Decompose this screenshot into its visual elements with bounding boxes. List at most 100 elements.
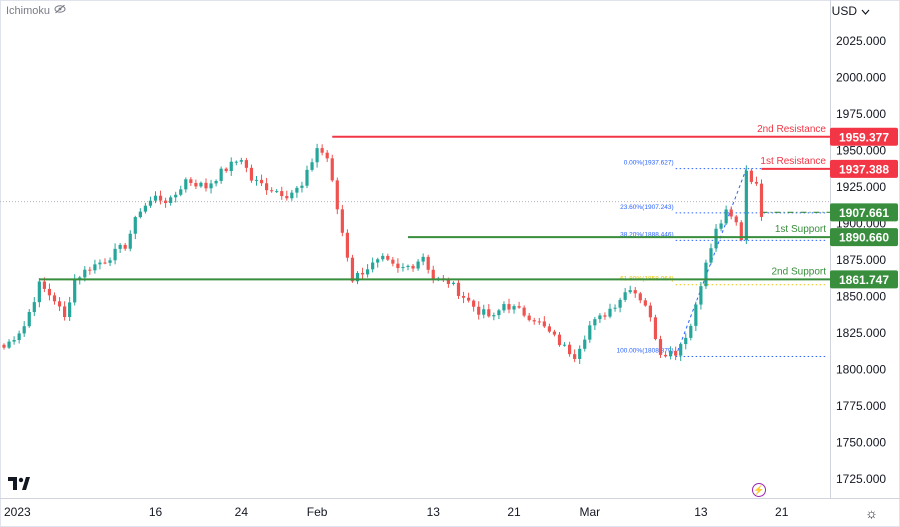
eye-slash-icon[interactable] — [54, 4, 66, 17]
candle — [32, 297, 36, 317]
candle-body — [73, 278, 77, 303]
candle — [108, 257, 112, 267]
price-tick-label: 2000.000 — [836, 71, 886, 85]
candle — [209, 179, 213, 194]
candle — [537, 317, 541, 325]
time-tick-label: 16 — [149, 505, 163, 519]
candle-body — [643, 300, 647, 306]
candle-body — [153, 195, 158, 201]
candle — [224, 167, 228, 173]
candle — [729, 206, 733, 220]
candle — [366, 264, 370, 278]
candle — [148, 196, 153, 208]
candle — [709, 243, 713, 265]
candle-body — [573, 354, 577, 359]
candle-body — [487, 309, 491, 317]
candle — [759, 179, 764, 221]
candle — [270, 187, 274, 193]
gear-icon[interactable]: ☼ — [865, 505, 878, 521]
candle-body — [638, 293, 642, 301]
candle — [482, 304, 486, 319]
candle — [578, 345, 582, 365]
candle-body — [527, 315, 531, 321]
candle — [754, 176, 759, 186]
candle-body — [689, 325, 693, 338]
candle — [320, 144, 324, 156]
candle-body — [699, 286, 703, 305]
candle — [103, 258, 107, 265]
fib-label: 100.00%(1808.879) — [617, 348, 674, 355]
candle — [133, 215, 137, 240]
candle — [164, 197, 168, 208]
price-tick-label: 1800.000 — [836, 363, 886, 377]
candle — [22, 321, 26, 337]
candle — [517, 301, 521, 309]
candle-body — [345, 232, 349, 258]
candle-body — [17, 333, 21, 341]
price-tick-label: 1825.000 — [836, 326, 886, 340]
price-tick-label: 1950.000 — [836, 144, 886, 158]
candle-body — [684, 337, 688, 345]
candle-body — [219, 168, 223, 181]
candle — [371, 257, 375, 273]
candle-body — [744, 170, 748, 241]
currency-selector[interactable]: USD — [832, 4, 870, 18]
candle-body — [421, 256, 425, 262]
candle — [426, 254, 430, 274]
time-tick-label: Feb — [307, 505, 328, 519]
candle-body — [335, 180, 339, 210]
tradingview-logo[interactable] — [8, 476, 30, 495]
candle-body — [239, 160, 243, 162]
candle-body — [88, 269, 92, 271]
indicator-label[interactable]: Ichimoku — [6, 4, 66, 17]
candle-body — [325, 152, 329, 159]
candle-body — [679, 344, 683, 356]
candle — [290, 189, 294, 201]
candle — [648, 302, 652, 322]
candle-body — [148, 200, 153, 206]
candle — [593, 316, 597, 330]
time-tick-label: 21 — [775, 505, 789, 519]
candle — [350, 254, 355, 283]
candle-body — [68, 302, 72, 318]
candle — [623, 288, 627, 302]
candle-body — [22, 326, 26, 334]
candle — [613, 304, 617, 312]
candle-body — [42, 281, 46, 289]
candle-body — [275, 191, 279, 193]
candle-body — [411, 265, 415, 269]
candle — [345, 229, 349, 262]
candle — [391, 256, 395, 267]
price-badge-label: 1890.660 — [839, 231, 889, 245]
candle — [47, 283, 52, 301]
last-price-badge: 1907.661 — [830, 203, 898, 222]
candle — [734, 214, 738, 226]
candle-body — [128, 233, 132, 249]
candle-body — [507, 304, 511, 310]
candle — [381, 253, 385, 262]
support-label: 2nd Support — [772, 266, 827, 277]
candle — [562, 342, 567, 347]
candle-body — [12, 340, 16, 342]
candle-body — [658, 339, 663, 355]
candle-body — [618, 299, 622, 308]
candle-body — [199, 182, 203, 187]
candle — [214, 179, 218, 187]
candle-body — [350, 257, 355, 282]
candle — [396, 258, 400, 273]
candle — [265, 177, 269, 195]
candle — [275, 188, 279, 193]
candle-body — [108, 260, 112, 263]
candle-body — [209, 183, 213, 189]
lightning-icon[interactable]: ⚡ — [752, 483, 766, 497]
candle — [719, 219, 723, 232]
candle-body — [57, 301, 62, 307]
candle-body — [93, 264, 97, 271]
candle-body — [542, 321, 546, 327]
candle-body — [467, 297, 471, 301]
candle-body — [229, 161, 233, 172]
candle-body — [568, 344, 572, 355]
candle — [315, 143, 319, 168]
